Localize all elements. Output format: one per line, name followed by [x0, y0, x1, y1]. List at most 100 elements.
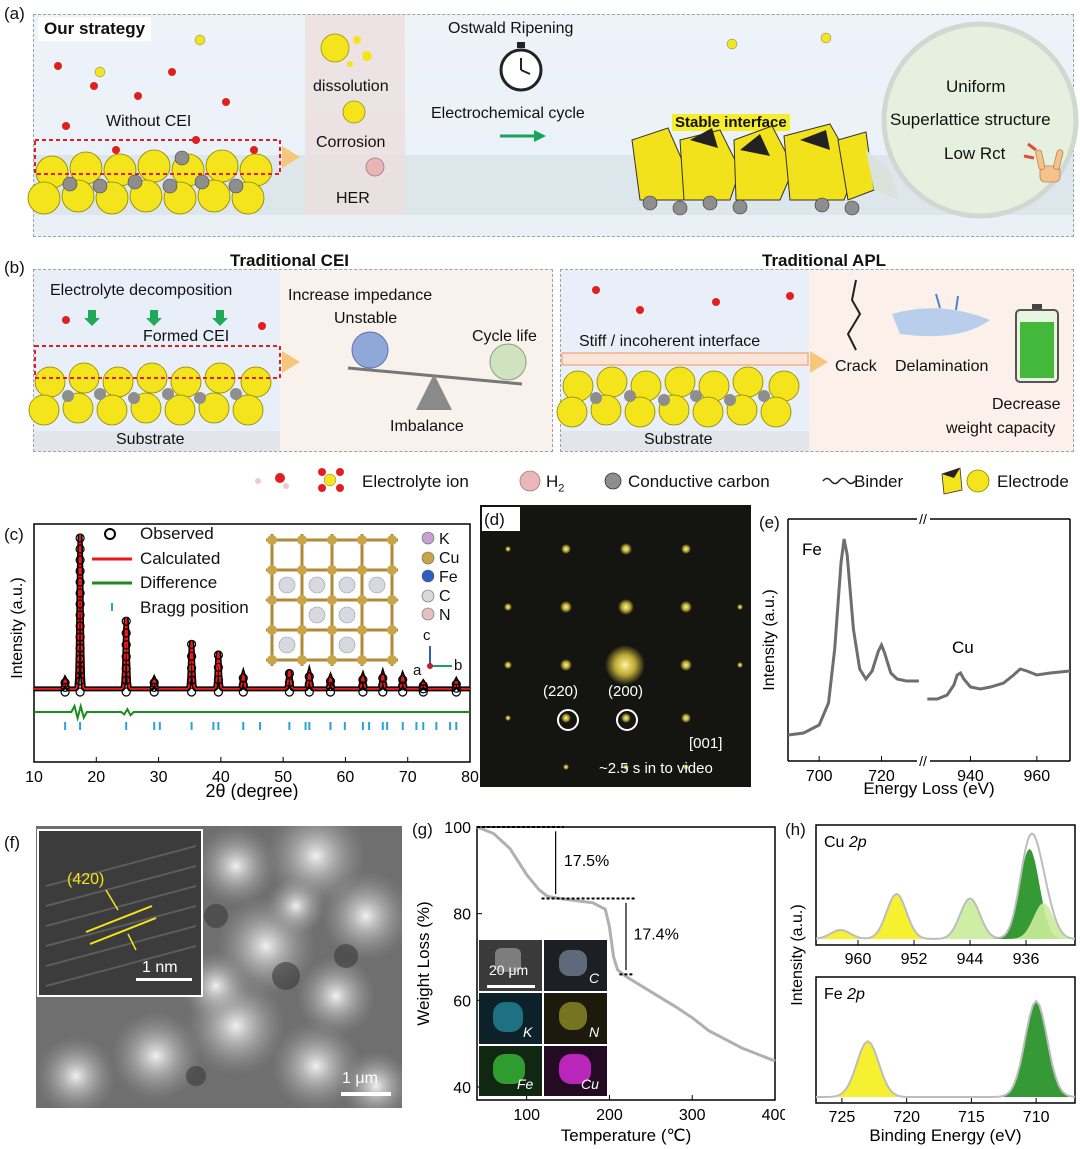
c-lattice-atom — [297, 565, 307, 575]
eds-label-cu: Cu — [581, 1076, 599, 1092]
magnifier-circle — [881, 21, 1079, 219]
c-atom-legend-marker — [421, 607, 435, 621]
e-series-fe — [787, 538, 919, 737]
decrease-label-1: Decrease — [992, 396, 1061, 413]
g-y-tick-label: 40 — [453, 1080, 471, 1097]
ostwald-label: Ostwald Ripening — [448, 20, 574, 37]
c-axis-a-marker — [427, 663, 433, 669]
corrosion-label: Corrosion — [316, 134, 386, 151]
dissolution-label: dissolution — [313, 78, 389, 95]
eds-k-blob — [493, 1002, 523, 1032]
c-observed-point — [75, 599, 85, 609]
imbalance-label: Imbalance — [390, 418, 464, 435]
panel-f-label: (f) — [4, 833, 21, 852]
c-y-axis-label: Intensity (a.u.) — [9, 577, 26, 678]
c-atom-legend-marker — [421, 551, 435, 565]
e-cu-label: Cu — [952, 638, 974, 657]
h-top-x-tick-label: 960 — [845, 951, 872, 968]
c-observed-point — [75, 555, 85, 565]
c-observed-point — [60, 687, 70, 697]
eds-label-k: K — [523, 1024, 533, 1040]
c-observed-point — [75, 665, 85, 675]
c-lattice-atom — [357, 535, 367, 545]
battery-icon — [1015, 304, 1059, 383]
c-atom-legend-marker — [421, 569, 435, 583]
c-lattice-atom — [357, 565, 367, 575]
c-observed-point — [284, 678, 294, 688]
c-observed-point — [75, 632, 85, 642]
c-legend-bragg: Bragg position — [140, 598, 249, 617]
c-observed-point — [60, 682, 70, 692]
g-plot-frame — [476, 826, 776, 1101]
h-y-axis-label: Intensity (a.u.) — [789, 904, 806, 1005]
c-crystal-structure — [266, 534, 398, 666]
c-lattice-atom — [327, 535, 337, 545]
binder-icon — [822, 477, 856, 485]
without-cei-label: Without CEI — [106, 113, 192, 130]
panel-d-label: (d) — [484, 510, 505, 529]
c-observed-point — [60, 678, 70, 688]
c-observed-point — [75, 621, 85, 631]
video-caption: ~2.5 s in to video — [599, 760, 713, 777]
c-observed-point — [149, 678, 159, 688]
eds-grid: 20 μm C K N Fe Cu — [479, 940, 607, 1096]
atom-cu-label: Cu — [439, 550, 460, 567]
g-tga-curve — [476, 825, 776, 1063]
crack-icon — [846, 279, 862, 351]
eds-scale-bar — [487, 985, 535, 988]
c-legend-observed-marker — [104, 528, 116, 540]
e-axis-break: // — [919, 511, 927, 527]
c-lattice-atom — [267, 625, 277, 635]
victory-hand-icon — [1023, 142, 1064, 183]
g-step1-label: 17.5% — [564, 853, 609, 870]
uniform-label: Uniform — [946, 77, 1006, 96]
c-lattice-atom — [267, 565, 277, 575]
c-k-atom — [338, 606, 356, 624]
h-bot-frame — [815, 976, 1076, 1104]
legend-binder: Binder — [854, 472, 904, 491]
axis-c-label: c — [423, 627, 431, 644]
c-observed-point — [213, 662, 223, 672]
panel-d-diffraction — [504, 543, 743, 770]
crack-label: Crack — [835, 358, 877, 375]
sem-scale-label: 1 μm — [342, 1070, 378, 1087]
c-observed-point — [149, 682, 159, 692]
atom-fe-label: Fe — [439, 569, 458, 586]
c-lattice-atom — [357, 655, 367, 665]
c-observed-point — [75, 588, 85, 598]
c-lattice-atom — [267, 655, 277, 665]
electrode-stack-left — [27, 149, 273, 215]
c-observed-point — [121, 687, 131, 697]
atom-c-label: C — [439, 588, 451, 605]
h-top-envelope — [815, 832, 1076, 940]
e-x-tick-label: 700 — [806, 768, 833, 785]
c-observed-point — [75, 610, 85, 620]
clock-icon — [499, 42, 543, 92]
c-lattice-atom — [357, 595, 367, 605]
carbon-icon — [604, 472, 622, 490]
atom-n-label: N — [439, 607, 451, 624]
c-k-atom — [308, 606, 326, 624]
c-observed-point — [358, 675, 368, 685]
c-observed-point — [451, 683, 461, 693]
axis-b-label: b — [454, 657, 463, 674]
eds-label-c: C — [589, 970, 600, 986]
unstable-label: Unstable — [334, 310, 398, 327]
c-lattice-atom — [327, 625, 337, 635]
c-legend-observed: Observed — [140, 524, 214, 543]
chart-g-tga: 100 200 300 400 40 60 80 100 Temperature (℃) Weig… — [414, 820, 785, 1145]
c-observed-point — [358, 681, 368, 691]
c-observed-point — [238, 687, 248, 697]
substrate-right — [561, 431, 809, 451]
c-x-axis-label: 2θ (degree) — [205, 781, 298, 800]
panel-d-label-box — [482, 507, 520, 531]
c-observed-point — [75, 654, 85, 664]
c-observed-point — [304, 672, 314, 682]
c-observed-point — [121, 616, 131, 626]
her-label: HER — [336, 190, 370, 207]
g-x-tick-label: 200 — [596, 1107, 623, 1124]
spot-200-label: (200) — [608, 683, 644, 700]
h-top-peak — [816, 903, 1075, 939]
legend-h2: H2 — [546, 472, 564, 494]
c-x-tick-label: 10 — [25, 769, 43, 786]
